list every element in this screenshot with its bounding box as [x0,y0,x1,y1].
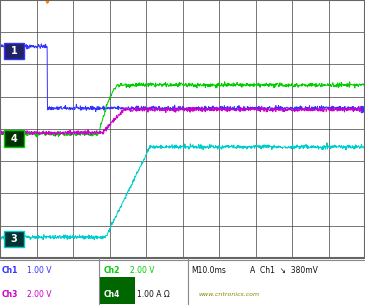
Bar [4,231,24,247]
Text: 1: 1 [11,46,17,56]
Bar [4,42,24,59]
Text: www.cntronics.com: www.cntronics.com [199,292,260,297]
Text: Ch2: Ch2 [104,267,120,275]
Text: 2.00 V: 2.00 V [130,267,154,275]
Text: A  Ch1  ↘  380mV: A Ch1 ↘ 380mV [250,267,318,275]
Text: 4: 4 [11,134,17,144]
Text: 1.00 V: 1.00 V [27,267,52,275]
Text: Ch3: Ch3 [2,290,18,299]
Text: 3: 3 [11,234,17,244]
Text: Ch1: Ch1 [2,267,18,275]
Bar [100,277,135,304]
Text: Ch4: Ch4 [104,290,120,299]
Bar [4,130,24,147]
Text: 1.00 A Ω: 1.00 A Ω [137,290,170,299]
Text: M10.0ms: M10.0ms [192,267,227,275]
Text: 2.00 V: 2.00 V [27,290,52,299]
